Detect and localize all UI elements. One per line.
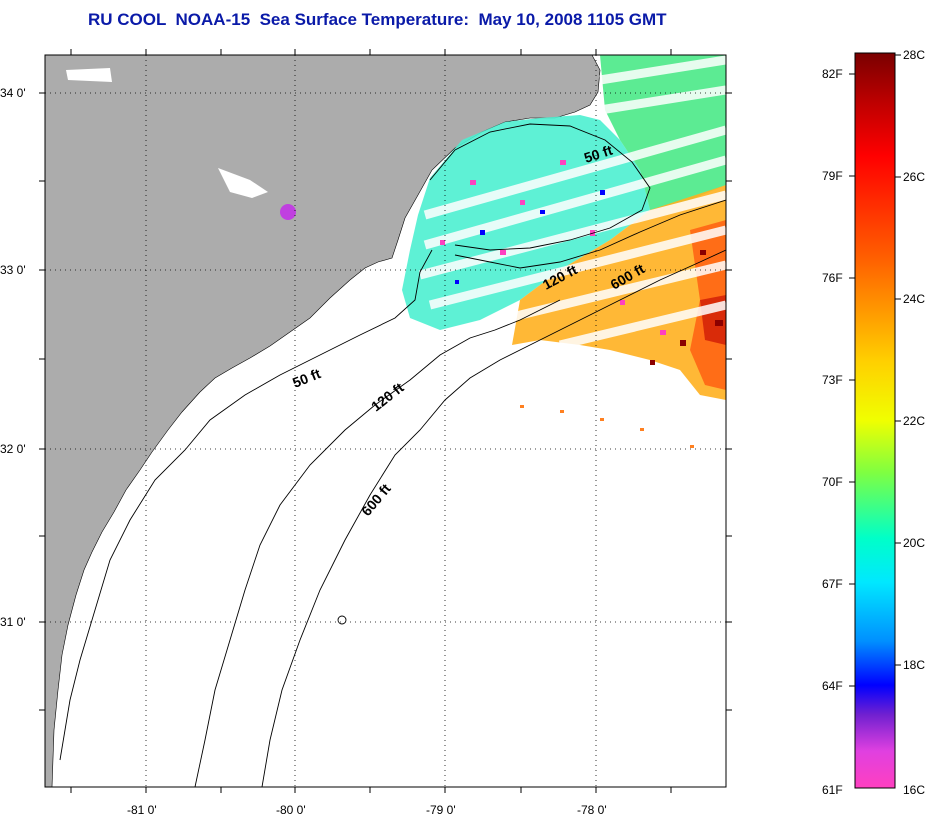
colorbar-f-label: 61F — [822, 783, 843, 797]
colorbar-c-label: 26C — [903, 170, 925, 184]
lon-tick-label: -80 0' — [276, 803, 306, 817]
colorbar-c-label: 20C — [903, 536, 925, 550]
axis-tick-marks — [39, 49, 732, 793]
gridlines — [45, 55, 726, 787]
land-mass — [45, 55, 601, 787]
contour-50ft-north — [429, 123, 651, 251]
lon-tick-label: -81 0' — [127, 803, 157, 817]
lat-tick-label: 31 0' — [0, 615, 26, 629]
colorbar-f-label: 82F — [822, 67, 843, 81]
colorbar-c-label: 24C — [903, 292, 925, 306]
colorbar-c-label: 22C — [903, 414, 925, 428]
colorbar-f-label: 79F — [822, 169, 843, 183]
colorbar-ticks — [849, 54, 901, 687]
contour-600ft-south — [261, 249, 726, 787]
lat-tick-label: 34 0' — [0, 86, 26, 100]
colorbar-f-label: 76F — [822, 271, 843, 285]
colorbar-f-label: 64F — [822, 679, 843, 693]
colorbar-f-label: 70F — [822, 475, 843, 489]
colorbar-c-label: 16C — [903, 783, 925, 797]
colorbar-f-label: 67F — [822, 577, 843, 591]
lat-tick-label: 32 0' — [0, 442, 26, 456]
lat-tick-label: 33 0' — [0, 263, 26, 277]
contour-120ft-north — [454, 199, 726, 269]
map-title: RU COOL NOAA-15 Sea Surface Temperature:… — [88, 10, 667, 29]
colorbar — [854, 52, 896, 789]
contour-50ft-south — [59, 249, 433, 761]
colorbar-c-label: 28C — [903, 48, 925, 62]
colorbar-f-label: 73F — [822, 373, 843, 387]
lon-tick-label: -78 0' — [577, 803, 607, 817]
depth-contours — [59, 123, 726, 787]
colorbar-c-label: 18C — [903, 658, 925, 672]
lon-tick-label: -79 0' — [426, 803, 456, 817]
contour-120ft-south — [194, 299, 561, 787]
